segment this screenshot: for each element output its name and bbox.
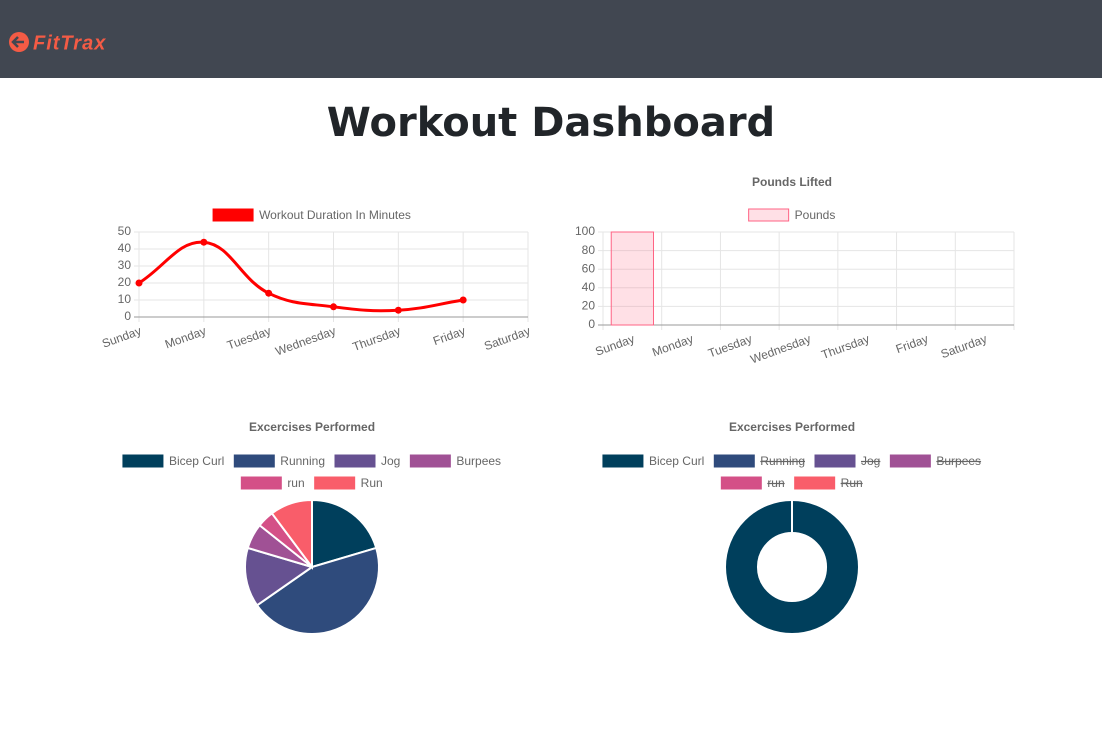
legend: Pounds bbox=[748, 208, 836, 222]
legend-swatch bbox=[409, 454, 451, 468]
y-tick-label: 0 bbox=[124, 309, 131, 323]
point bbox=[394, 306, 402, 314]
legend-swatch bbox=[814, 454, 856, 468]
slice bbox=[270, 498, 313, 571]
y-tick-label: 40 bbox=[582, 280, 596, 294]
point bbox=[200, 238, 208, 246]
x-tick-label: Thursday bbox=[351, 324, 403, 354]
x-tick-label: Wednesday bbox=[273, 324, 337, 359]
legend-swatch bbox=[713, 454, 755, 468]
y-tick-label: 50 bbox=[118, 224, 132, 238]
legend: Workout Duration In Minutes bbox=[212, 208, 411, 222]
legend-label: Running bbox=[760, 454, 805, 468]
slice bbox=[255, 546, 380, 635]
legend-swatch bbox=[794, 476, 836, 490]
legend-swatch bbox=[233, 454, 275, 468]
x-tick-label: Monday bbox=[163, 324, 208, 352]
legend-swatch bbox=[240, 476, 282, 490]
page-title: Workout Dashboard bbox=[327, 100, 775, 146]
legend-label: Run bbox=[361, 476, 383, 490]
y-tick-label: 20 bbox=[118, 275, 132, 289]
legend-label: run bbox=[287, 476, 304, 490]
legend: Bicep Curl Running Jog Burpees run Run bbox=[602, 454, 981, 490]
y-tick-label: 0 bbox=[588, 317, 595, 331]
legend-swatch bbox=[314, 476, 356, 490]
legend-label: Jog bbox=[861, 454, 880, 468]
legend-label: Pounds bbox=[795, 208, 836, 222]
legend-label: Burpees bbox=[936, 454, 981, 468]
x-tick-label: Tuesday bbox=[225, 324, 273, 353]
legend-swatch bbox=[602, 454, 644, 468]
x-tick-label: Friday bbox=[894, 332, 930, 357]
legend-label: run bbox=[767, 476, 784, 490]
navbar bbox=[0, 0, 1102, 78]
legend-label: Run bbox=[841, 476, 863, 490]
legend-label: Running bbox=[280, 454, 325, 468]
y-tick-label: 10 bbox=[118, 292, 132, 306]
x-tick-label: Saturday bbox=[939, 332, 989, 362]
legend-swatch bbox=[889, 454, 931, 468]
point bbox=[265, 289, 273, 297]
legend-label: Bicep Curl bbox=[169, 454, 224, 468]
chart-title: Excercises Performed bbox=[729, 420, 855, 434]
y-tick-label: 30 bbox=[118, 258, 132, 272]
bar bbox=[610, 231, 654, 326]
logo[interactable]: FitTrax bbox=[33, 32, 106, 54]
x-tick-label: Sunday bbox=[593, 332, 636, 359]
chart-title: Pounds Lifted bbox=[752, 175, 832, 189]
x-tick-label: Sunday bbox=[100, 324, 143, 351]
x-tick-label: Friday bbox=[431, 324, 467, 349]
slice bbox=[724, 498, 860, 636]
legend-swatch bbox=[720, 476, 762, 490]
line bbox=[138, 240, 464, 313]
y-tick-label: 60 bbox=[582, 261, 596, 275]
legend: Bicep Curl Running Jog Burpees run Run bbox=[122, 454, 501, 490]
legend-label: Bicep Curl bbox=[649, 454, 704, 468]
point bbox=[135, 279, 143, 287]
legend-swatch bbox=[122, 454, 164, 468]
legend-swatch bbox=[212, 208, 254, 222]
x-tick-label: Thursday bbox=[820, 332, 872, 362]
point bbox=[330, 303, 337, 311]
y-tick-label: 20 bbox=[582, 299, 596, 313]
legend-swatch bbox=[334, 454, 376, 468]
legend-label: Burpees bbox=[456, 454, 501, 468]
chart-title: Excercises Performed bbox=[249, 420, 375, 434]
point bbox=[459, 296, 467, 304]
back-button[interactable] bbox=[9, 32, 29, 52]
y-tick-label: 40 bbox=[118, 241, 132, 255]
x-tick-label: Tuesday bbox=[706, 332, 754, 361]
slice bbox=[311, 498, 378, 569]
x-tick-label: Saturday bbox=[482, 324, 532, 354]
legend-label: Workout Duration In Minutes bbox=[259, 208, 411, 222]
legend-swatch bbox=[748, 208, 790, 222]
x-tick-label: Monday bbox=[650, 332, 695, 360]
x-tick-label: Wednesday bbox=[748, 332, 812, 367]
legend-label: Jog bbox=[381, 454, 400, 468]
y-tick-label: 100 bbox=[575, 224, 595, 238]
y-tick-label: 80 bbox=[582, 243, 596, 257]
